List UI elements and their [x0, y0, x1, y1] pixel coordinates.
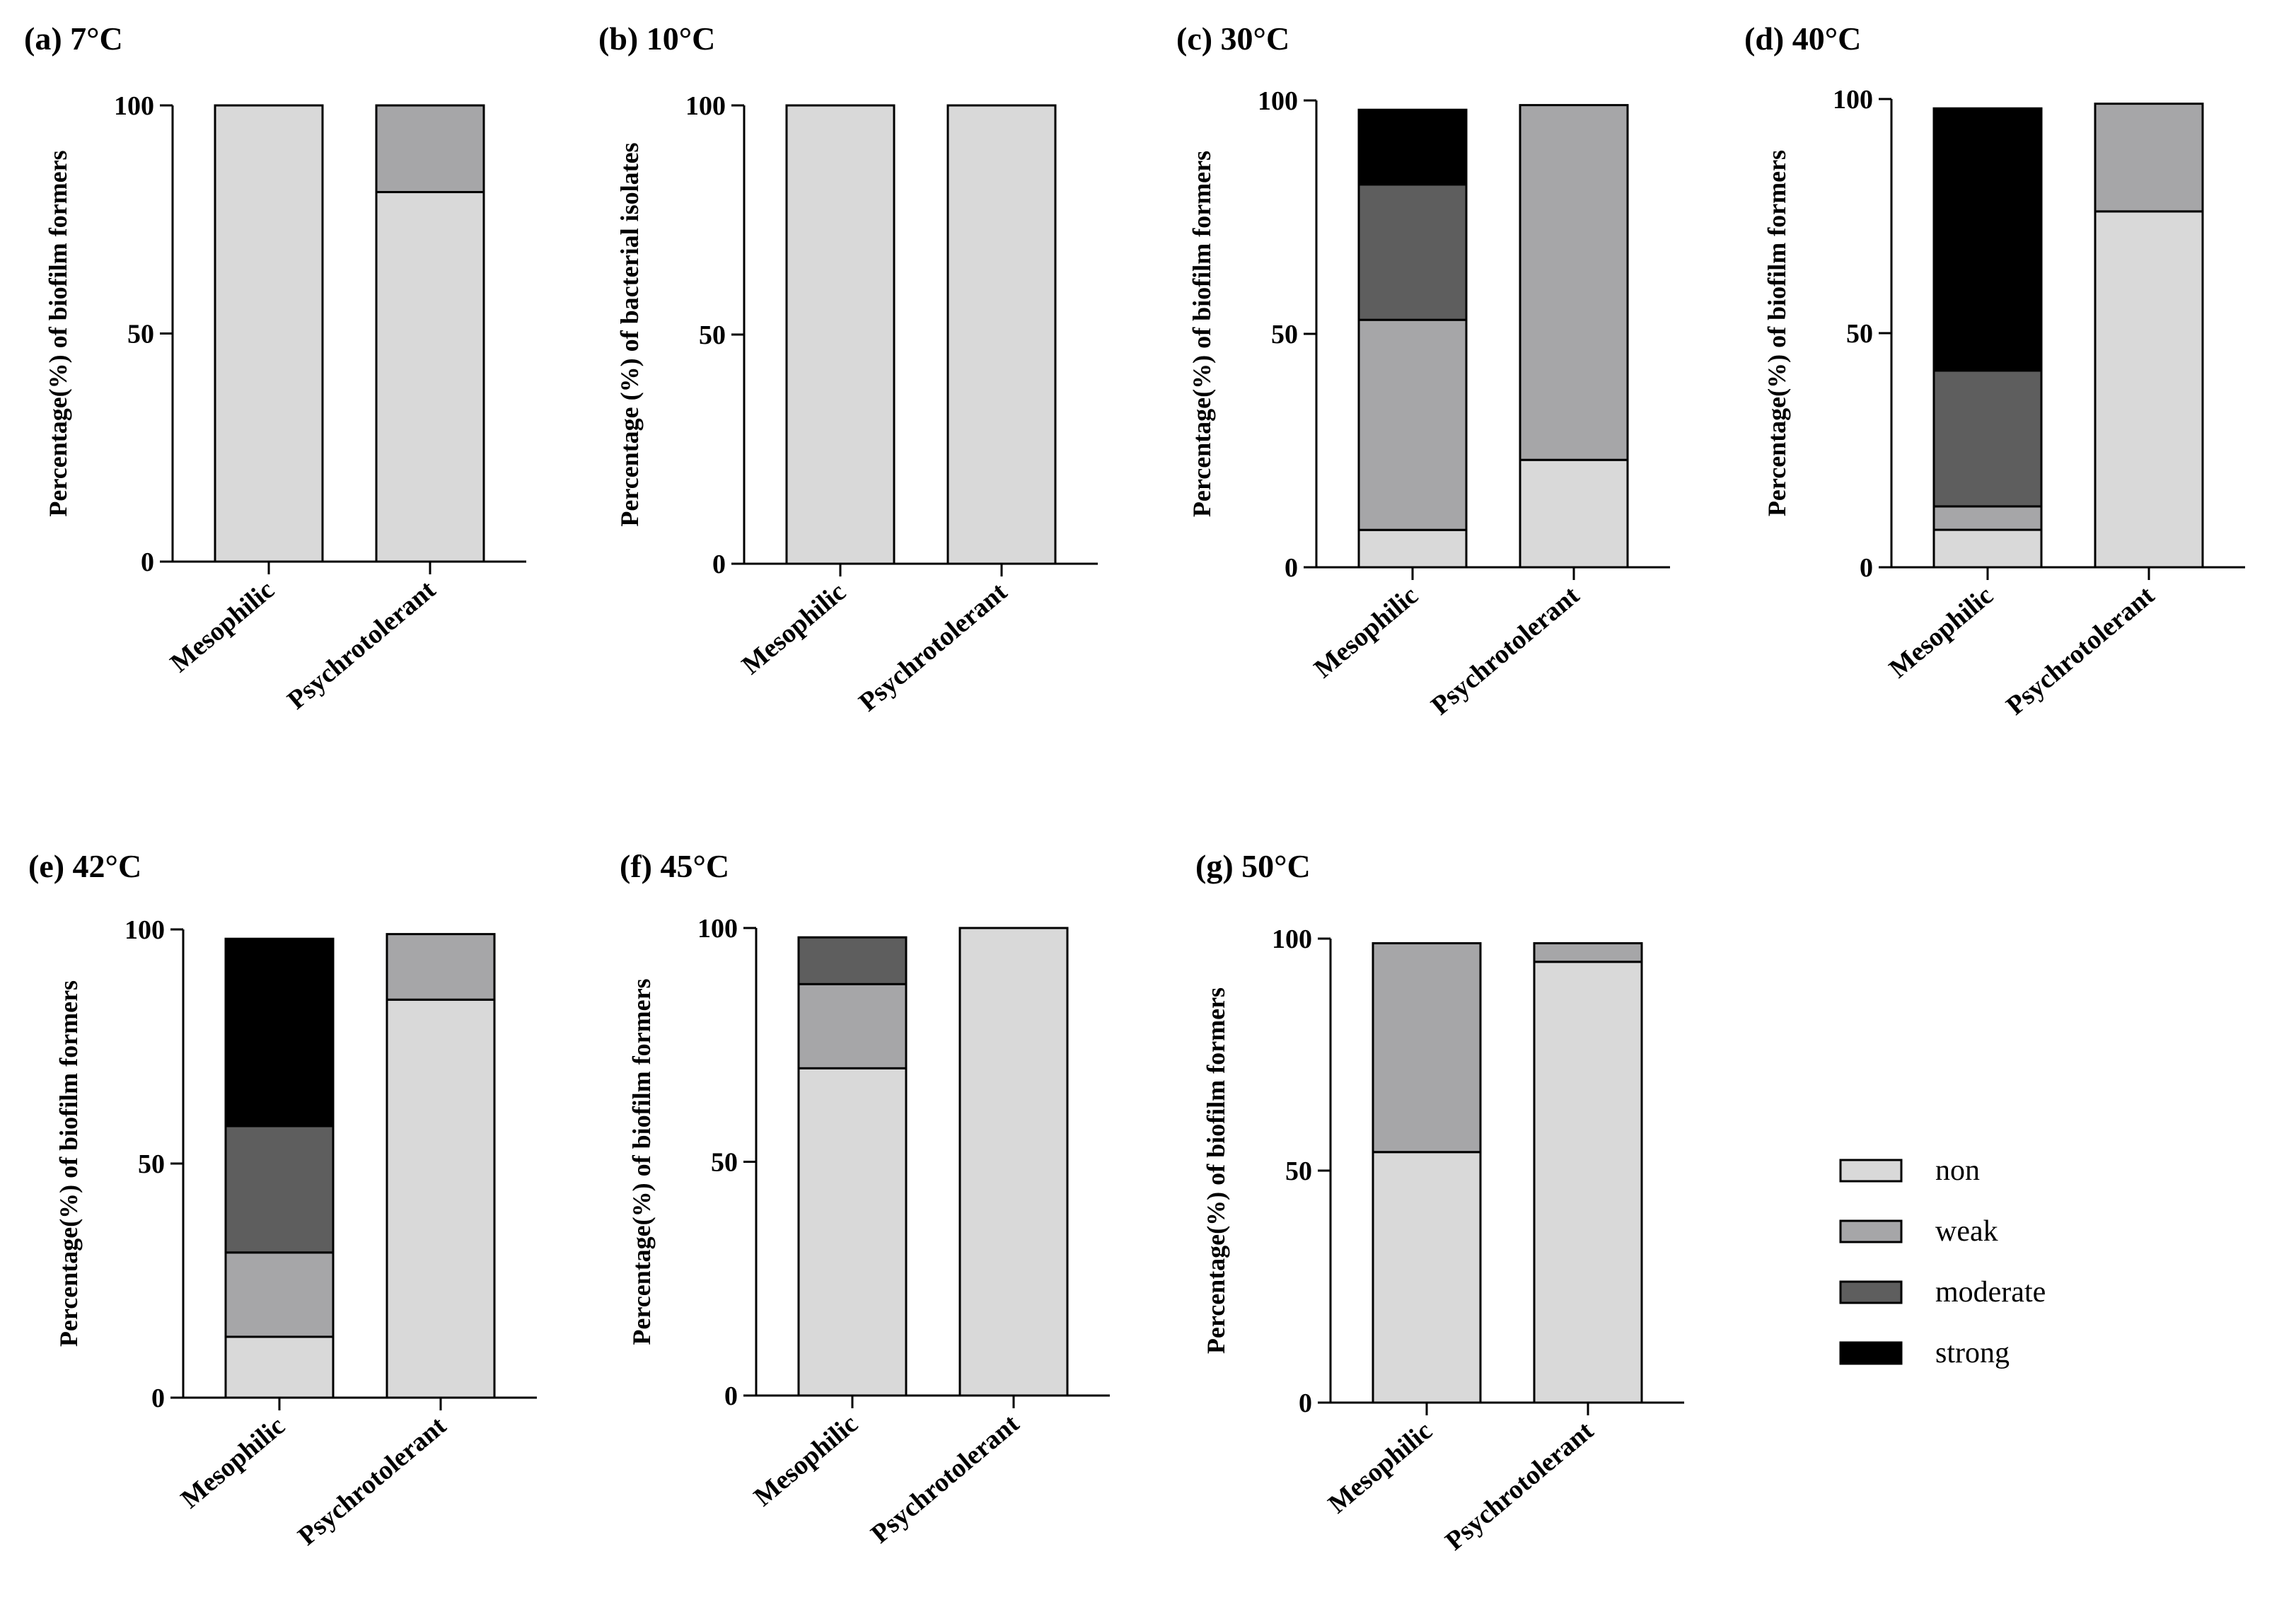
bar-segment-non-psychrotolerant: [375, 191, 485, 563]
x-category-label: Mesophilic: [748, 1409, 864, 1512]
y-tick-label: 100: [124, 915, 165, 945]
legend-label-non: non: [1935, 1154, 1980, 1187]
x-category-label: Mesophilic: [1323, 1416, 1438, 1519]
bar-segment-weak-psychrotolerant: [386, 933, 496, 1001]
y-tick-label: 100: [114, 91, 154, 121]
bar-segment-non-mesophilic: [1357, 528, 1468, 569]
chart-panel-1: (a) 7°C 0 50 100 Percentage(%) of biofilm fo…: [24, 21, 526, 715]
bar-segment-non-mesophilic: [785, 104, 895, 565]
legend-swatch-non: [1839, 1159, 1903, 1183]
y-tick-label: 50: [1285, 1156, 1312, 1186]
legend-label-weak: weak: [1935, 1215, 1998, 1248]
y-tick-label: 0: [1285, 553, 1298, 583]
y-tick-label: 100: [1833, 85, 1873, 115]
bar-segment-moderate-mesophilic: [224, 1125, 335, 1254]
y-tick-label: 100: [685, 91, 726, 121]
bar-segment-weak-mesophilic: [1932, 505, 2043, 531]
y-axis-label: Percentage(%) of biofilm formers: [1202, 987, 1230, 1354]
bar-segment-strong-mesophilic: [1357, 108, 1468, 186]
bar-segment-non-mesophilic: [224, 1335, 335, 1399]
y-axis-label: Percentage(%) of biofilm formers: [1763, 150, 1791, 516]
bar-segment-weak-psychrotolerant: [375, 104, 485, 194]
bar-segment-weak-psychrotolerant: [1533, 942, 1643, 963]
chart-panel-6: (f) 45°C 0 50 100 Percentage(%) of biofilm f…: [620, 848, 1110, 1549]
y-tick-label: 100: [1272, 924, 1312, 954]
y-tick-label: 0: [1299, 1388, 1312, 1418]
bar-segment-non-mesophilic: [797, 1067, 908, 1397]
y-axis-label: Percentage(%) of biofilm formers: [54, 980, 83, 1347]
chart-panel-2: (b) 10°C 0 50 100 Percentage (%) of bacteria…: [598, 21, 1098, 717]
x-category-label: Psychrotolerant: [2000, 581, 2160, 721]
x-category-label: Mesophilic: [1884, 581, 1999, 684]
bar-segment-weak-psychrotolerant: [1519, 104, 1629, 461]
bar-segment-non-psychrotolerant: [2094, 210, 2204, 569]
legend-swatch-weak: [1839, 1219, 1903, 1243]
panel-title: (a) 7°C: [24, 21, 123, 57]
y-tick-label: 50: [1846, 319, 1873, 349]
bar-segment-moderate-mesophilic: [797, 936, 908, 985]
legend-swatch-strong: [1839, 1341, 1903, 1365]
y-tick-label: 50: [699, 320, 726, 350]
chart-panel-5: (e) 42°C 0 50 100 Percentage(%) of biofilm f…: [28, 848, 537, 1551]
x-category-label: Psychrotolerant: [865, 1409, 1025, 1550]
legend-swatch-moderate: [1839, 1280, 1903, 1304]
bar-segment-non-psychrotolerant: [958, 927, 1069, 1397]
panel-title: (d) 40°C: [1744, 21, 1861, 57]
panel-title: (b) 10°C: [598, 21, 715, 57]
bar-segment-non-psychrotolerant: [386, 998, 496, 1399]
panel-title: (g) 50°C: [1195, 848, 1311, 884]
bar-segment-strong-mesophilic: [224, 937, 335, 1127]
y-axis-label: Percentage (%) of bacterial isolates: [615, 142, 644, 526]
x-category-label: Psychrotolerant: [292, 1411, 452, 1552]
y-tick-label: 0: [1860, 553, 1873, 583]
y-tick-label: 0: [724, 1381, 738, 1411]
y-tick-label: 100: [697, 914, 738, 944]
bar-segment-non-psychrotolerant: [946, 104, 1057, 565]
y-axis-label: Percentage(%) of biofilm formers: [1188, 151, 1216, 517]
chart-panel-4: (d) 40°C 0 50 100 Percentage(%) of biofilm f…: [1744, 21, 2245, 721]
bar-segment-strong-mesophilic: [1932, 107, 2043, 372]
bar-segment-weak-mesophilic: [224, 1251, 335, 1338]
chart-panel-3: (c) 30°C 0 50 100 Percentage(%) of biofilm f…: [1176, 21, 1670, 721]
legend-label-moderate: moderate: [1935, 1276, 2046, 1309]
bar-segment-moderate-mesophilic: [1357, 183, 1468, 321]
panel-title: (c) 30°C: [1176, 21, 1289, 57]
x-category-label: Mesophilic: [165, 575, 280, 678]
x-category-label: Psychrotolerant: [1425, 581, 1585, 721]
legend-label-strong: strong: [1935, 1337, 2010, 1369]
bar-segment-moderate-mesophilic: [1932, 369, 2043, 508]
bar-segment-non-mesophilic: [1372, 1151, 1482, 1404]
panel-title: (e) 42°C: [28, 848, 141, 884]
y-axis-label: Percentage(%) of biofilm formers: [627, 978, 656, 1345]
bar-segment-weak-mesophilic: [797, 982, 908, 1069]
y-tick-label: 50: [711, 1148, 738, 1178]
x-category-label: Mesophilic: [1309, 581, 1424, 684]
legend: non weak moderate strong: [1839, 1154, 2046, 1369]
y-tick-label: 0: [712, 550, 726, 579]
y-tick-label: 100: [1258, 86, 1298, 116]
x-category-label: Psychrotolerant: [282, 575, 441, 716]
x-category-label: Mesophilic: [736, 577, 852, 680]
bar-segment-weak-mesophilic: [1372, 942, 1482, 1154]
chart-panel-7: (g) 50°C 0 50 100 Percentage(%) of biofilm f…: [1195, 848, 1684, 1556]
y-tick-label: 0: [151, 1384, 165, 1413]
bar-segment-weak-mesophilic: [1357, 318, 1468, 531]
bar-segment-non-psychrotolerant: [1533, 961, 1643, 1404]
y-tick-label: 50: [1271, 320, 1298, 349]
x-category-label: Psychrotolerant: [853, 577, 1013, 718]
x-category-label: Mesophilic: [175, 1411, 291, 1514]
y-tick-label: 50: [138, 1149, 165, 1179]
x-category-label: Psychrotolerant: [1439, 1416, 1599, 1557]
y-axis-label: Percentage(%) of biofilm formers: [44, 150, 72, 516]
bar-segment-non-mesophilic: [1932, 528, 2043, 569]
y-tick-label: 50: [127, 320, 154, 349]
y-tick-label: 0: [141, 547, 154, 577]
bar-segment-non-psychrotolerant: [1519, 458, 1629, 569]
bar-segment-weak-psychrotolerant: [2094, 103, 2204, 213]
bar-segment-non-mesophilic: [214, 104, 324, 563]
panel-title: (f) 45°C: [620, 848, 729, 884]
